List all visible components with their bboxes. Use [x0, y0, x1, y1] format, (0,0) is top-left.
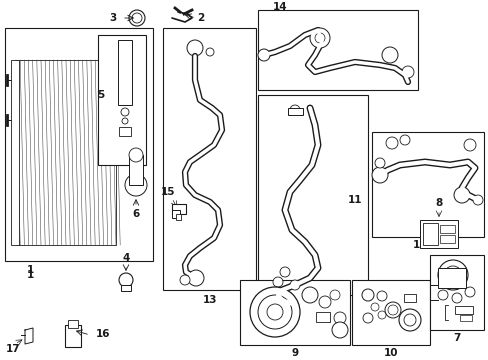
Circle shape	[371, 167, 387, 183]
Bar	[118, 60, 126, 160]
Bar	[16, 60, 116, 245]
Circle shape	[453, 187, 469, 203]
Circle shape	[266, 304, 283, 320]
Text: 13: 13	[203, 295, 217, 305]
Bar	[118, 40, 132, 105]
Circle shape	[463, 139, 475, 151]
Circle shape	[370, 303, 378, 311]
Circle shape	[381, 47, 397, 63]
Circle shape	[187, 270, 203, 286]
Bar	[98, 35, 146, 165]
Bar	[11, 60, 19, 245]
Circle shape	[272, 277, 283, 287]
Circle shape	[374, 158, 384, 168]
Circle shape	[129, 148, 142, 162]
Text: 11: 11	[347, 195, 362, 205]
Circle shape	[129, 10, 145, 26]
Circle shape	[403, 314, 415, 326]
Bar	[454, 306, 472, 314]
Bar	[437, 268, 465, 288]
Bar	[176, 214, 181, 220]
Circle shape	[289, 105, 299, 115]
Text: 15: 15	[161, 187, 175, 197]
Circle shape	[121, 108, 129, 116]
Text: 14: 14	[272, 2, 287, 12]
Bar	[121, 285, 131, 291]
Circle shape	[361, 289, 373, 301]
Bar	[419, 220, 457, 248]
Circle shape	[362, 313, 372, 323]
Bar	[258, 95, 367, 295]
Circle shape	[125, 174, 147, 196]
Bar	[172, 204, 185, 214]
Text: 1: 1	[26, 270, 34, 280]
Text: 16: 16	[96, 329, 110, 339]
Circle shape	[384, 302, 400, 318]
Circle shape	[376, 291, 386, 301]
Circle shape	[398, 309, 420, 331]
Bar	[403, 294, 415, 302]
Circle shape	[186, 40, 203, 56]
Bar	[439, 225, 454, 233]
Circle shape	[377, 311, 385, 319]
Text: 12: 12	[412, 240, 427, 250]
Circle shape	[302, 287, 317, 303]
Text: 7: 7	[452, 333, 460, 343]
Circle shape	[318, 296, 330, 308]
Circle shape	[464, 287, 474, 297]
Bar	[422, 223, 437, 245]
Bar	[315, 312, 329, 322]
Circle shape	[122, 118, 128, 124]
Bar	[240, 280, 349, 345]
Bar	[439, 235, 454, 243]
Circle shape	[280, 267, 289, 277]
Circle shape	[258, 295, 291, 329]
Circle shape	[258, 49, 269, 61]
Bar	[172, 210, 180, 218]
Circle shape	[329, 290, 339, 300]
Circle shape	[451, 293, 461, 303]
Bar	[163, 28, 256, 290]
Text: 9: 9	[291, 348, 298, 358]
Bar	[119, 127, 131, 136]
Circle shape	[205, 48, 214, 56]
Bar	[429, 255, 483, 330]
Circle shape	[443, 266, 461, 284]
Text: 2: 2	[197, 13, 204, 23]
Circle shape	[132, 13, 142, 23]
Text: 8: 8	[434, 198, 442, 208]
Bar	[68, 320, 78, 328]
Circle shape	[472, 195, 482, 205]
Circle shape	[309, 28, 329, 48]
Bar	[129, 155, 142, 185]
Circle shape	[401, 66, 413, 78]
Circle shape	[399, 135, 409, 145]
Text: 10: 10	[383, 348, 397, 358]
Circle shape	[331, 322, 347, 338]
Circle shape	[289, 280, 299, 290]
Bar	[351, 280, 429, 345]
Bar	[287, 108, 303, 115]
Text: 17: 17	[6, 344, 20, 354]
Bar	[5, 28, 153, 261]
Circle shape	[387, 305, 397, 315]
Circle shape	[119, 273, 133, 287]
Text: 6: 6	[132, 209, 140, 219]
Circle shape	[249, 287, 299, 337]
Bar	[65, 325, 81, 347]
Bar	[459, 315, 471, 321]
Circle shape	[333, 312, 346, 324]
Bar	[258, 10, 417, 90]
Text: 5: 5	[97, 90, 104, 100]
Circle shape	[437, 290, 447, 300]
Circle shape	[314, 33, 325, 43]
Circle shape	[180, 275, 190, 285]
Circle shape	[437, 260, 467, 290]
Text: 3: 3	[109, 13, 116, 23]
Text: 1: 1	[26, 265, 34, 275]
Circle shape	[385, 137, 397, 149]
Bar	[371, 132, 483, 237]
Text: 4: 4	[122, 253, 129, 263]
